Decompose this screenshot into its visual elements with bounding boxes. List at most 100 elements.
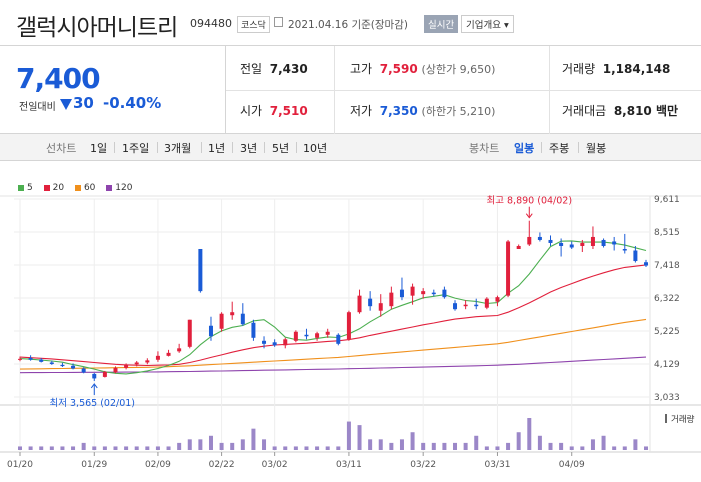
volume-bar: [325, 446, 330, 450]
candle-body: [506, 241, 511, 296]
y-tick-label: 7,418: [654, 261, 680, 271]
tab-weekly[interactable]: 주봉: [549, 142, 570, 155]
low-label: 저가: [350, 104, 373, 118]
current-price-panel: 7,400 전일대비 30 -0.40%: [0, 46, 226, 134]
base-date: 2021.04.16 기준(장마감): [288, 19, 408, 31]
candle-body: [293, 331, 298, 341]
x-tick-label: 02/22: [209, 460, 235, 470]
divider: [232, 142, 233, 153]
chart-period-tabs: 선차트 1일 1주일 3개월 1년 3년 5년 10년 봉차트 일봉 주봉 월봉: [0, 134, 701, 161]
candle-body: [81, 368, 86, 373]
legend-swatch: [43, 184, 50, 191]
y-tick-label: 8,515: [654, 228, 680, 238]
candle-body: [315, 333, 320, 338]
price-change-pct: -0.40%: [103, 94, 162, 112]
volume-label: 거래량: [671, 414, 695, 425]
volume-bar: [580, 446, 585, 450]
candle-body: [644, 262, 648, 266]
tab-10year[interactable]: 10년: [303, 142, 328, 155]
volume-bar: [230, 442, 235, 450]
legend-label: 120: [115, 183, 133, 193]
volume-bar: [293, 446, 298, 450]
candle-body: [145, 360, 150, 363]
volume-bar: [187, 439, 192, 450]
divider: [541, 142, 542, 153]
volume-bar: [251, 428, 256, 450]
tab-3month[interactable]: 3개월: [164, 142, 192, 155]
ma5-line: [19, 240, 647, 375]
realtime-button[interactable]: 실시간: [424, 15, 459, 33]
volume-bar: [453, 442, 458, 450]
candle-body: [134, 362, 139, 365]
candle-body: [272, 342, 277, 346]
candle-body: [325, 331, 330, 335]
volume-bar: [410, 432, 415, 450]
down-triangle-icon: [60, 99, 72, 110]
volume-bar: [548, 442, 553, 450]
low-cell: 저가 7,350 (하한가 5,210): [350, 102, 495, 119]
prev-compare-label: 전일대비: [19, 102, 56, 113]
candle-body: [389, 292, 394, 307]
volume-bar: [421, 442, 426, 450]
candle-body: [240, 313, 245, 325]
volume-bar: [198, 439, 203, 450]
candle-body: [559, 242, 564, 246]
volume-bar: [71, 446, 76, 450]
candle-body: [484, 298, 489, 308]
high-label: 고가: [350, 62, 373, 76]
tab-monthly[interactable]: 월봉: [586, 142, 607, 155]
company-overview-button[interactable]: 기업개요 ▾: [461, 15, 514, 33]
x-tick-label: 01/20: [7, 460, 33, 470]
volume-bar: [166, 446, 171, 450]
high-value: 7,590: [379, 62, 418, 76]
volume-bar: [262, 439, 267, 450]
candle-body: [208, 325, 213, 337]
legend-swatch: [106, 184, 113, 191]
candle-body: [580, 242, 585, 246]
candle-body: [187, 319, 192, 347]
volume-bar: [315, 446, 320, 450]
tab-1year[interactable]: 1년: [208, 142, 226, 155]
candle-body: [262, 340, 267, 344]
volume-bar: [49, 446, 54, 450]
volume-bar: [124, 446, 129, 450]
legend-ma20: 20: [43, 183, 64, 193]
candle-body: [283, 339, 288, 346]
price-change: 30: [73, 94, 94, 112]
tab-1day[interactable]: 1일: [90, 142, 108, 155]
candle-body: [346, 312, 351, 340]
tab-3year[interactable]: 3년: [240, 142, 258, 155]
low-arrow-head: [90, 383, 98, 389]
volume-bar: [357, 425, 362, 450]
tab-1week[interactable]: 1주일: [122, 142, 150, 155]
volume-bar: [633, 439, 638, 450]
volume-bar: [431, 442, 436, 450]
volume-bar: [442, 442, 447, 450]
prev-close-label: 전일: [240, 62, 263, 76]
tab-5year[interactable]: 5년: [272, 142, 290, 155]
y-tick-label: 4,129: [654, 360, 680, 370]
amount-cell: 거래대금 8,810 백만: [562, 102, 678, 119]
divider: [114, 142, 115, 153]
volume-bar: [644, 446, 648, 450]
volume-bar: [399, 439, 404, 450]
volume-bar: [537, 435, 542, 450]
candle-body: [251, 322, 256, 338]
volume-bar: [60, 446, 65, 450]
volume-bar: [134, 446, 139, 450]
tab-daily[interactable]: 일봉: [514, 142, 535, 155]
candle-body: [474, 304, 479, 307]
candle-body: [368, 298, 373, 307]
volume-bar: [28, 446, 33, 450]
header: 갤럭시아머니트리 094480 코스닥 2021.04.16 기준(장마감) 실…: [0, 0, 701, 46]
x-tick-label: 04/09: [559, 460, 585, 470]
market-badge: 코스닥: [237, 16, 270, 33]
divider: [157, 142, 158, 153]
x-tick-label: 03/22: [410, 460, 436, 470]
volume-bar: [113, 446, 118, 450]
candle-body: [28, 357, 33, 360]
candle-body: [113, 367, 118, 373]
volume-legend-mark: [665, 414, 667, 423]
candle-body: [622, 248, 627, 251]
